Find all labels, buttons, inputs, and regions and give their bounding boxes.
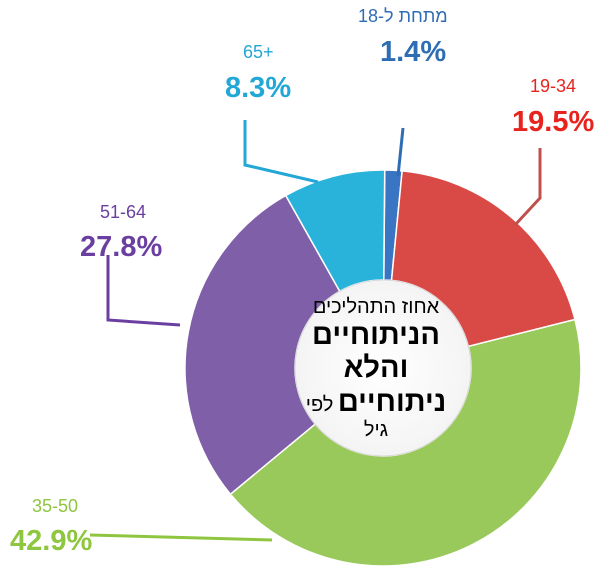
leader-line-65-plus [243,120,319,184]
title-line-3: והלא [343,352,409,385]
leader-line-19-34 [513,148,542,227]
donut-hole [294,279,472,457]
title-line-1: אחוז התהליכים [312,296,440,318]
title-line-2: הניתוחיים [312,319,440,351]
title-line-4-regular: לפי [305,393,334,416]
slice-label-51-64: 51-64 [100,202,147,222]
slice-value-51-64: 27.8% [80,231,163,263]
title-line-4-bold: ניתוחיים [337,385,447,418]
leader-lines [89,120,542,542]
leader-line-51-64 [106,255,181,327]
donut-slices [184,169,582,567]
title-line-5: גיל [363,419,389,442]
slice-label-35-50: 35-50 [32,496,79,516]
slice-value-65-plus: 8.3% [225,72,292,104]
slice-label-19-34: 19-34 [530,76,577,96]
slice-label-65-plus: 65+ [243,42,274,62]
slice-value-under-18: 1.4% [380,36,447,68]
slice-value-35-50: 42.9% [10,525,93,557]
chart-title: אחוז התהליכים הניתוחיים והלא ניתוחיים לפ… [296,296,456,442]
leader-line-35-50 [89,533,273,542]
slice-value-19-34: 19.5% [512,106,595,138]
leader-line-under-18 [396,127,405,177]
slice-label-under-18: מתחת ל-18 [358,6,448,26]
